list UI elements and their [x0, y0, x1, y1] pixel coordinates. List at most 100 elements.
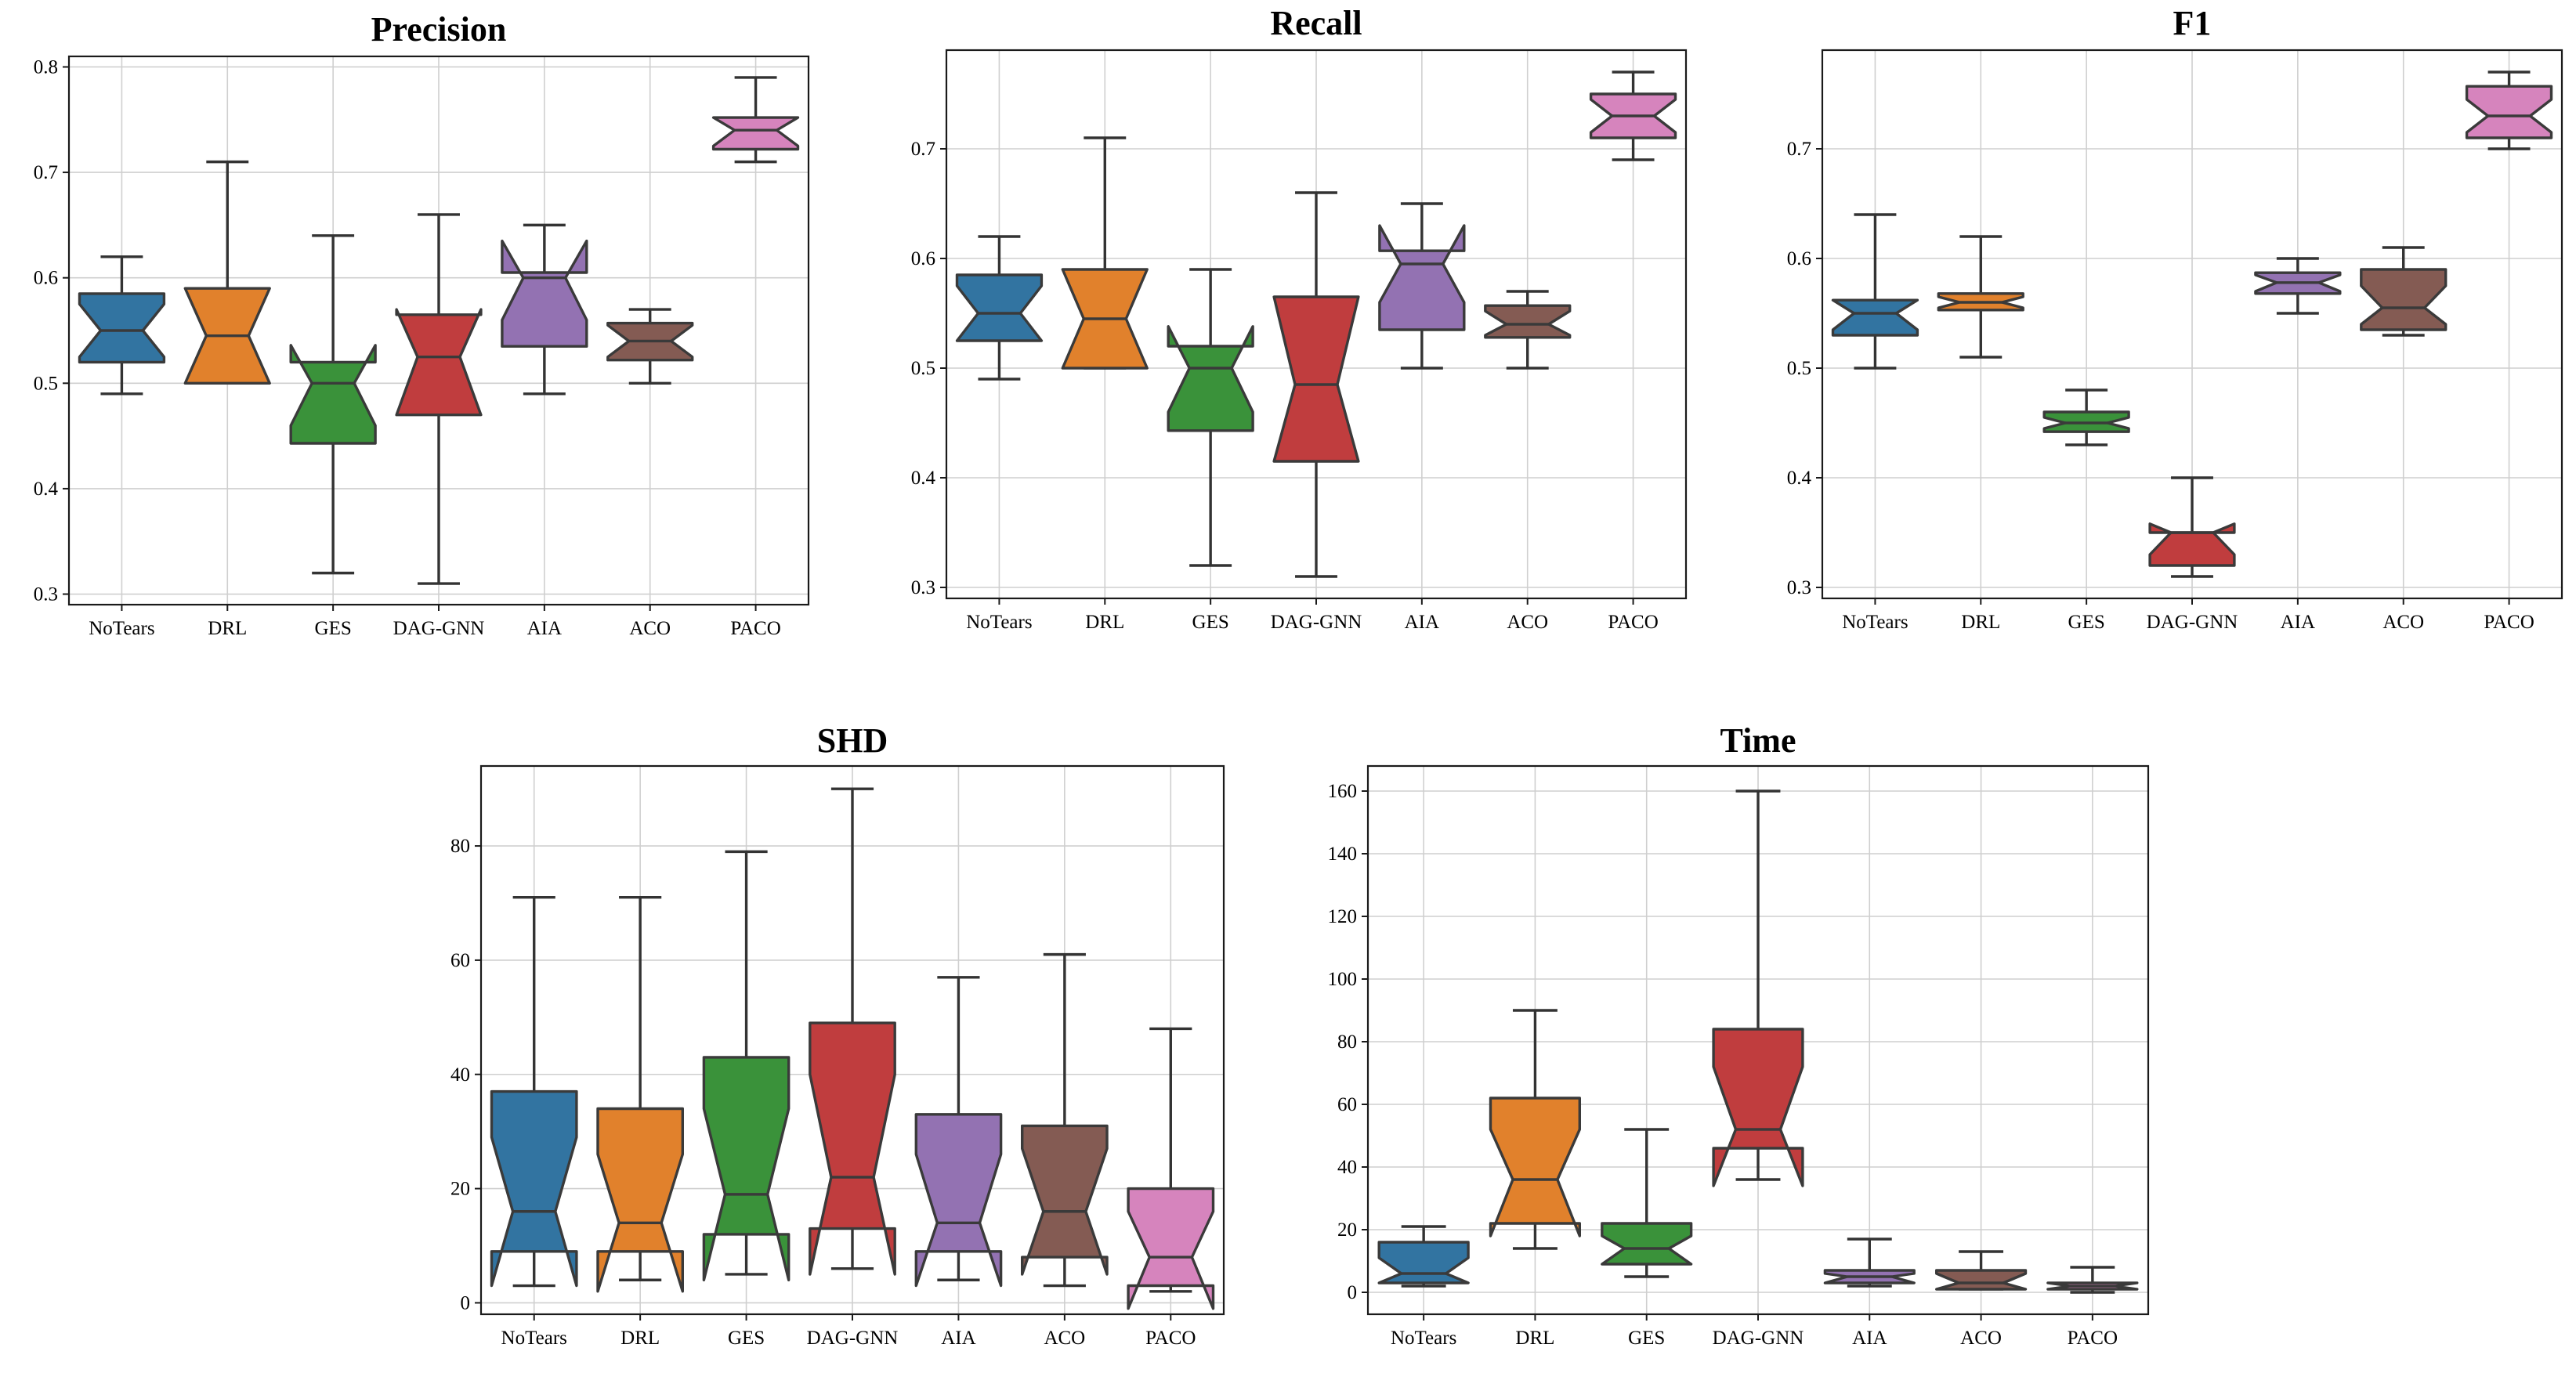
shd-xtick-label-paco: PACO: [1145, 1328, 1196, 1349]
recall-box-aia: [1378, 202, 1466, 370]
recall-title: Recall: [1270, 4, 1362, 42]
time-box-aia: [1823, 1238, 1916, 1288]
recall-ytick-label: 0.3: [911, 577, 935, 598]
f1-panel: F1 0.3 0.4 0.5 0.6 0.7 NoTears DRL GES DAG-GNN AIA…: [1787, 4, 2563, 633]
time-ytick-label: 20: [1337, 1219, 1357, 1241]
precision-box-notears: [78, 255, 166, 396]
shd-xtick-label-dag-gnn: DAG-GNN: [807, 1328, 899, 1349]
time-box-aco: [1934, 1250, 2028, 1291]
f1-notched-box: [2465, 85, 2553, 139]
recall-ytick-label: 0.5: [911, 358, 935, 379]
time-xtick-label-drl: DRL: [1515, 1328, 1554, 1349]
shd-ytick-label: 60: [450, 950, 470, 971]
precision-xtick-label-drl: DRL: [208, 618, 247, 639]
f1-xtick-label-aco: ACO: [2382, 612, 2424, 633]
f1-box-paco: [2465, 70, 2553, 150]
time-ytick-label: 140: [1328, 844, 1358, 865]
recall-xtick-label-dag-gnn: DAG-GNN: [1271, 612, 1362, 633]
shd-box-drl: [596, 896, 684, 1293]
recall-ytick-label: 0.4: [911, 468, 936, 489]
f1-notched-box: [1831, 298, 1919, 337]
recall-panel: Recall 0.3 0.4 0.5 0.6 0.7 NoTears DRL GES DAG-GN…: [911, 4, 1688, 633]
precision-title: Precision: [371, 10, 507, 49]
shd-ytick-label: 20: [450, 1179, 470, 1200]
precision-ytick-label: 0.6: [34, 268, 58, 289]
recall-box-drl: [1061, 136, 1149, 370]
recall-box-aco: [1484, 290, 1572, 370]
shd-notched-box: [1020, 1124, 1109, 1276]
f1-ytick-label: 0.7: [1787, 139, 1811, 160]
precision-xtick-label-notears: NoTears: [89, 618, 154, 639]
time-box-notears: [1377, 1225, 1470, 1288]
recall-axes-frame: [945, 49, 1688, 600]
f1-box-drl: [1937, 235, 2024, 359]
shd-ytick-label: 0: [461, 1292, 471, 1313]
precision-notched-box: [395, 308, 483, 417]
recall-ytick-label: 0.6: [911, 248, 935, 269]
recall-notched-box: [1484, 304, 1572, 339]
f1-notched-box: [2148, 522, 2236, 567]
precision-xtick-label-ges: GES: [315, 618, 352, 639]
f1-ytick-label: 0.5: [1787, 358, 1811, 379]
time-xtick-label-notears: NoTears: [1391, 1328, 1456, 1349]
recall-xtick-label-drl: DRL: [1085, 612, 1124, 633]
f1-box-aco: [2360, 246, 2448, 337]
time-ytick-label: 160: [1328, 781, 1358, 802]
time-ytick-label: 100: [1328, 969, 1358, 990]
shd-box-paco: [1127, 1027, 1215, 1310]
time-panel: Time 0 20 40 60 80 100 120 140 160 NoTears DRL GES DA…: [1328, 721, 2150, 1349]
time-ytick-label: 0: [1348, 1282, 1358, 1303]
shd-notched-box: [596, 1107, 684, 1293]
f1-ytick-label: 0.3: [1787, 577, 1811, 598]
precision-ytick-label: 0.7: [34, 162, 58, 183]
shd-box-ges: [702, 850, 791, 1282]
precision-axes-frame: [67, 55, 810, 606]
precision-box-aia: [501, 223, 588, 396]
f1-xtick-label-drl: DRL: [1961, 612, 2000, 633]
recall-xtick-label-aia: AIA: [1405, 612, 1439, 633]
time-notched-box: [1601, 1222, 1693, 1266]
shd-xtick-label-aia: AIA: [941, 1328, 975, 1349]
time-ytick-label: 80: [1337, 1032, 1357, 1053]
f1-box-aia: [2254, 257, 2342, 315]
precision-box-ges: [289, 234, 377, 575]
time-xtick-label-dag-gnn: DAG-GNN: [1713, 1328, 1804, 1349]
precision-box-aco: [606, 308, 694, 385]
recall-notched-box: [1167, 325, 1254, 432]
f1-xtick-label-ges: GES: [2068, 612, 2105, 633]
shd-box-aco: [1020, 952, 1109, 1288]
f1-xtick-label-aia: AIA: [2281, 612, 2315, 633]
f1-ytick-label: 0.4: [1787, 468, 1812, 489]
shd-notched-box: [1127, 1187, 1215, 1310]
shd-notched-box: [809, 1021, 896, 1276]
recall-box-dag-gnn: [1272, 191, 1360, 578]
shd-axes-frame: [479, 764, 1225, 1316]
recall-notched-box: [1378, 224, 1466, 331]
precision-xtick-label-aia: AIA: [527, 618, 562, 639]
time-axes-frame: [1366, 764, 2150, 1316]
shd-title: SHD: [817, 721, 888, 760]
time-ytick-label: 40: [1337, 1157, 1357, 1178]
time-notched-box: [1712, 1028, 1804, 1187]
f1-box-dag-gnn: [2148, 476, 2236, 578]
recall-ytick-label: 0.7: [911, 139, 935, 160]
precision-xtick-label-dag-gnn: DAG-GNN: [393, 618, 485, 639]
f1-notched-box: [2360, 268, 2448, 331]
shd-ytick-label: 80: [450, 836, 470, 857]
recall-xtick-label-paco: PACO: [1608, 612, 1658, 633]
time-box-ges: [1601, 1128, 1693, 1278]
precision-notched-box: [711, 116, 800, 151]
recall-xtick-label-ges: GES: [1192, 612, 1229, 633]
time-title: Time: [1720, 721, 1796, 760]
precision-xtick-label-aco: ACO: [629, 618, 671, 639]
time-notched-box: [1489, 1097, 1582, 1238]
time-xtick-label-aia: AIA: [1852, 1328, 1887, 1349]
shd-notched-box: [702, 1056, 791, 1282]
f1-box-notears: [1831, 213, 1919, 370]
precision-notched-box: [501, 239, 588, 348]
shd-panel: SHD 0 20 40 60 80 NoTears DRL GES DAG-GNN AIA ACO PA…: [450, 721, 1225, 1349]
recall-notched-box: [1272, 295, 1360, 463]
recall-notched-box: [955, 273, 1044, 342]
f1-xtick-label-notears: NoTears: [1842, 612, 1908, 633]
